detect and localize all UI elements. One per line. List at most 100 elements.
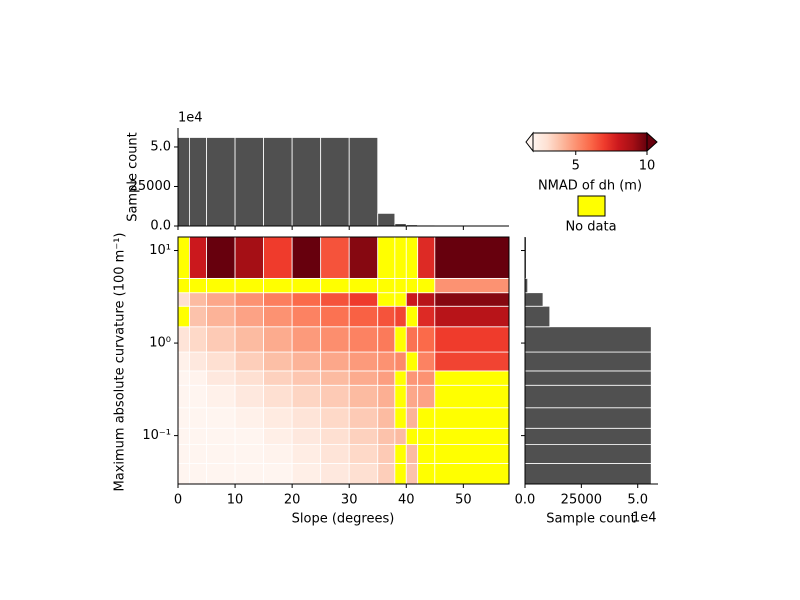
heat-cell [377, 463, 396, 485]
y-axis-label: Maximum absolute curvature (100 m⁻¹) [113, 233, 128, 492]
heat-cell [263, 427, 293, 445]
heat-cell [177, 427, 190, 445]
heat-cell [291, 427, 322, 445]
x-tick-label: 5.0 [627, 493, 648, 508]
heat-cell [417, 370, 436, 386]
y-tick-label: 10¹ [149, 243, 171, 258]
heat-cell [189, 305, 207, 328]
heat-cell [177, 236, 190, 279]
heat-cell [189, 427, 207, 445]
heat-cell [177, 292, 190, 307]
hist-bar [524, 427, 652, 445]
heat-cell [189, 326, 207, 353]
heat-cell [405, 444, 419, 464]
top-hist-offset: 1e4 [178, 111, 203, 126]
heat-cell [234, 427, 265, 445]
heat-cell [291, 277, 322, 294]
heat-cell [291, 292, 322, 307]
heat-cell [348, 351, 379, 372]
heat-cell [405, 384, 419, 409]
y-tick-label: 25000 [130, 179, 171, 194]
heat-cell [394, 407, 407, 429]
heat-cell [405, 370, 419, 386]
heat-cell [320, 236, 350, 279]
heat-cell [206, 370, 236, 386]
heat-cell [234, 305, 265, 328]
heat-cell [394, 444, 407, 464]
heat-cell [263, 326, 293, 353]
heat-cell [234, 351, 265, 372]
x-tick-label: 10 [227, 493, 244, 508]
heat-cell [206, 277, 236, 294]
heat-cell [394, 326, 407, 353]
heat-cell [377, 384, 396, 409]
heat-cell [417, 427, 436, 445]
heat-cell [320, 444, 350, 464]
x-axis-label: Slope (degrees) [292, 512, 395, 527]
heat-cell [348, 444, 379, 464]
heat-cell [189, 236, 207, 279]
heat-cell [320, 305, 350, 328]
heat-cell [206, 292, 236, 307]
y-tick-label: 5.0 [150, 139, 171, 154]
heat-cell [394, 305, 407, 328]
right-hist-xlabel: Sample count [546, 512, 636, 527]
heat-cell [206, 236, 236, 279]
heat-cell [189, 407, 207, 429]
heat-cell [177, 407, 190, 429]
hist-bar [177, 137, 190, 227]
hist-bar [206, 137, 236, 227]
heat-cell [417, 407, 436, 429]
heat-cell [417, 292, 436, 307]
heat-cell [405, 277, 419, 294]
heat-cell [234, 370, 265, 386]
x-tick-label: 40 [398, 493, 415, 508]
x-tick-label: 30 [341, 493, 358, 508]
heat-cell [234, 463, 265, 485]
heat-cell [320, 370, 350, 386]
heat-cell [234, 292, 265, 307]
colorbar-high-extend [646, 131, 658, 153]
heat-cell [377, 444, 396, 464]
y-tick-label: 10⁻¹ [142, 428, 171, 443]
heat-cell [320, 407, 350, 429]
heat-cell [234, 277, 265, 294]
heat-cell [263, 370, 293, 386]
heat-cell [291, 305, 322, 328]
colorbar-low-extend [525, 131, 534, 153]
heat-cell [348, 305, 379, 328]
heat-cell [263, 444, 293, 464]
hist-bar [348, 137, 379, 227]
heat-cell [417, 463, 436, 485]
colorbar-tick-label: 10 [639, 159, 656, 174]
heat-cell [434, 444, 510, 464]
hist-bar [524, 326, 652, 353]
heat-cell [291, 236, 322, 279]
heat-cell [348, 236, 379, 279]
heat-cell [177, 305, 190, 328]
heat-cell [263, 407, 293, 429]
heat-cell [394, 277, 407, 294]
heat-cell [263, 463, 293, 485]
top-hist-ylabel: Sample count [126, 132, 141, 222]
heat-cell [417, 351, 436, 372]
nodata-swatch [577, 195, 606, 217]
heat-cell [434, 292, 510, 307]
y-tick-label: 10⁰ [149, 336, 171, 351]
heat-cell [320, 277, 350, 294]
heat-cell [206, 444, 236, 464]
heat-cell [348, 370, 379, 386]
heat-cell [434, 384, 510, 409]
heat-cell [348, 463, 379, 485]
heat-cell [177, 277, 190, 294]
heat-cell [291, 326, 322, 353]
heat-cell [405, 407, 419, 429]
heat-cell [189, 444, 207, 464]
heat-cell [177, 444, 190, 464]
heat-cell [348, 384, 379, 409]
heat-cell [417, 384, 436, 409]
heat-cell [320, 326, 350, 353]
colorbar [532, 132, 648, 152]
heat-cell [291, 407, 322, 429]
